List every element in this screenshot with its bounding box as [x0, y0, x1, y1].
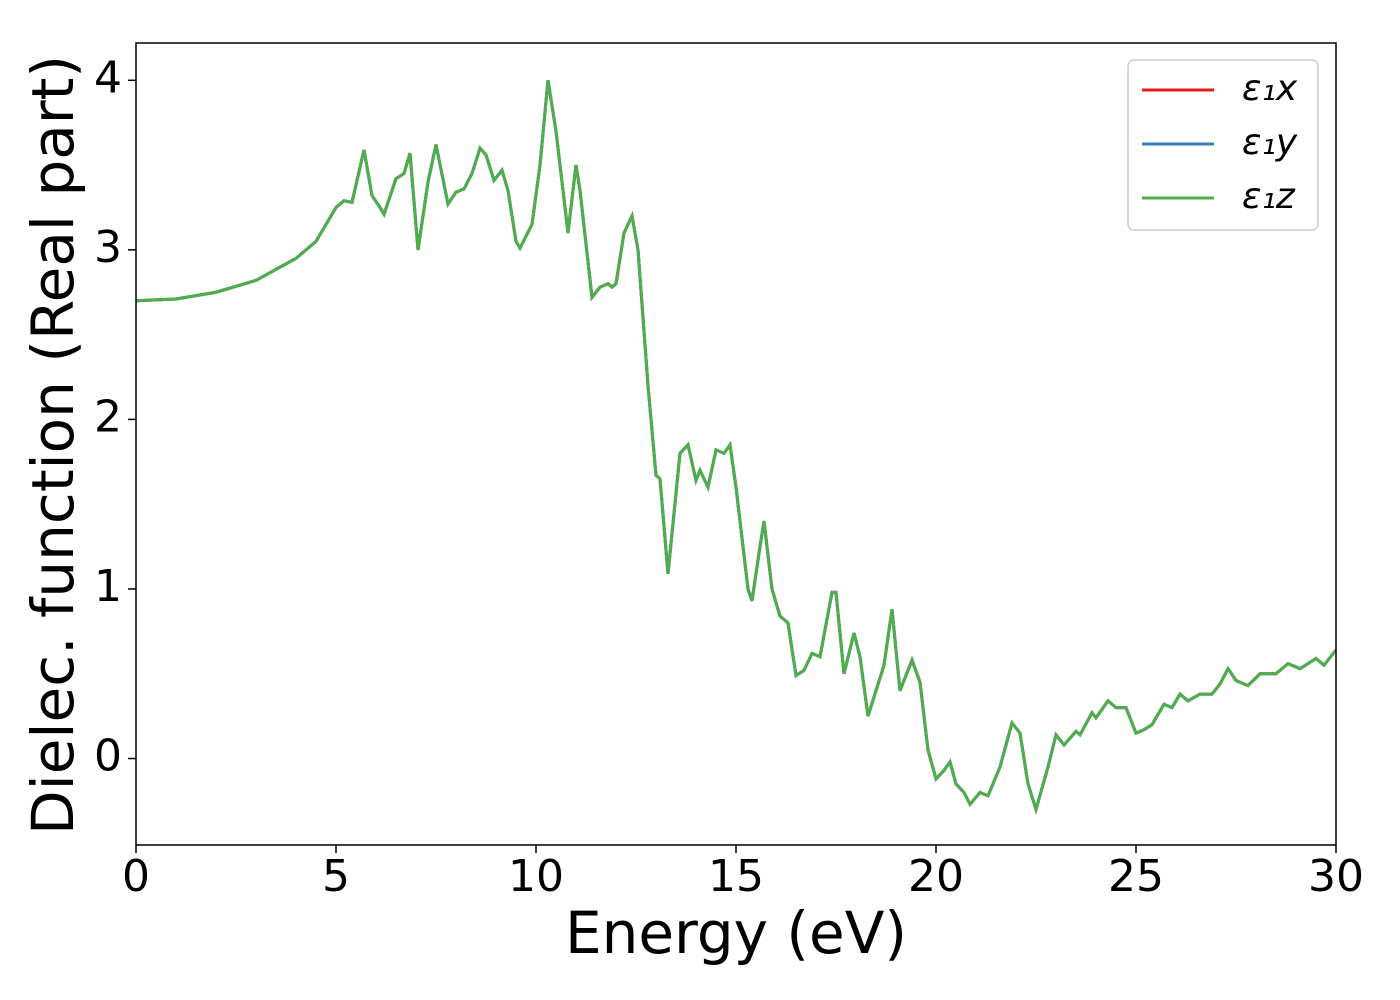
y-axis-label: Dielec. function (Real part) [19, 55, 87, 835]
legend-label: ε₁z [1242, 176, 1296, 217]
x-tick-label: 25 [1108, 851, 1164, 902]
x-axis-label: Energy (eV) [565, 899, 907, 967]
x-tick-label: 5 [322, 851, 350, 902]
y-tick-label: 3 [94, 222, 122, 273]
legend-label: ε₁y [1242, 122, 1298, 163]
y-tick-label: 0 [94, 731, 122, 782]
x-tick-label: 0 [122, 851, 150, 902]
y-tick-label: 1 [94, 561, 122, 612]
plot-frame [135, 42, 1337, 846]
y-tick-label: 2 [94, 391, 122, 442]
series-line [135, 80, 1338, 815]
x-tick-label: 20 [908, 851, 964, 902]
x-tick-label: 15 [708, 851, 764, 902]
x-tick-label: 30 [1308, 851, 1364, 902]
legend-box [1127, 59, 1319, 231]
x-tick-label: 10 [508, 851, 564, 902]
y-tick-label: 4 [94, 52, 122, 103]
legend-label: ε₁x [1242, 68, 1298, 109]
